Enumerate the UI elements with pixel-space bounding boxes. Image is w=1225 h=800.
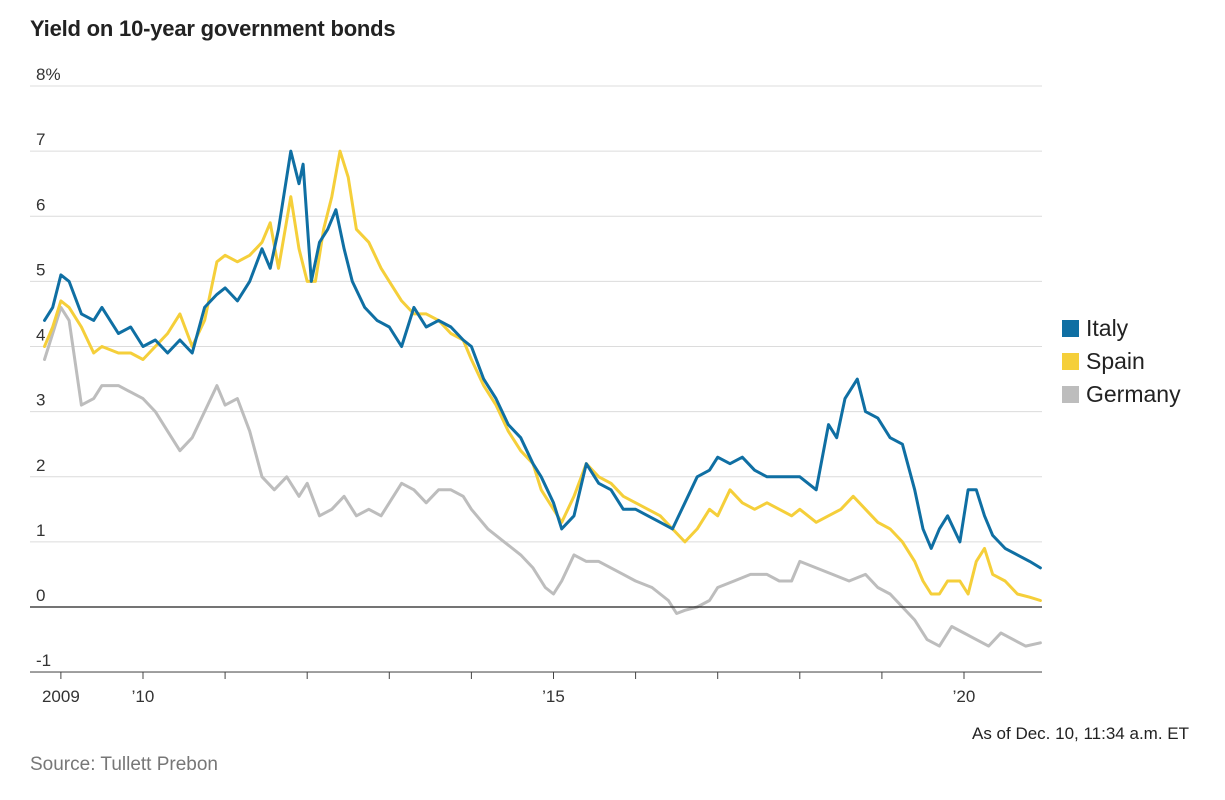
legend-label-germany: Germany bbox=[1086, 381, 1181, 407]
y-tick-label: 4 bbox=[36, 326, 45, 345]
y-tick-label: 5 bbox=[36, 260, 45, 279]
x-tick-label: ’20 bbox=[953, 687, 976, 706]
source-credit: Source: Tullett Prebon bbox=[30, 754, 218, 775]
series-line-italy bbox=[43, 149, 1042, 570]
legend-item-italy: Italy bbox=[1062, 312, 1181, 345]
x-axis: 2009 ’10 ’15 ’20 bbox=[30, 671, 1042, 706]
legend-item-spain: Spain bbox=[1062, 345, 1181, 378]
y-tick-label: 8% bbox=[36, 65, 61, 84]
series-line-spain bbox=[43, 149, 1042, 602]
y-axis-tick-labels: 8% 7 6 5 4 3 2 1 0 -1 bbox=[36, 65, 61, 670]
y-tick-label: 0 bbox=[36, 586, 45, 605]
y-tick-label: 3 bbox=[36, 391, 45, 410]
legend-item-germany: Germany bbox=[1062, 378, 1181, 411]
legend-swatch-italy bbox=[1062, 320, 1079, 337]
legend-label-spain: Spain bbox=[1086, 348, 1145, 374]
gridlines bbox=[30, 85, 1042, 673]
series-line-germany bbox=[43, 305, 1042, 648]
x-tick-label: ’15 bbox=[542, 687, 565, 706]
legend: Italy Spain Germany bbox=[1062, 312, 1181, 411]
series-lines bbox=[43, 149, 1042, 648]
legend-swatch-spain bbox=[1062, 353, 1079, 370]
legend-label-italy: Italy bbox=[1086, 315, 1129, 341]
timestamp-note: As of Dec. 10, 11:34 a.m. ET bbox=[971, 724, 1189, 743]
y-tick-label: -1 bbox=[36, 651, 51, 670]
y-tick-label: 1 bbox=[36, 521, 45, 540]
x-tick-label: ’10 bbox=[132, 687, 155, 706]
y-tick-label: 2 bbox=[36, 456, 45, 475]
y-tick-label: 7 bbox=[36, 130, 45, 149]
chart-title: Yield on 10-year government bonds bbox=[30, 16, 396, 41]
y-tick-label: 6 bbox=[36, 195, 45, 214]
legend-swatch-germany bbox=[1062, 386, 1079, 403]
x-tick-label: 2009 bbox=[42, 687, 80, 706]
